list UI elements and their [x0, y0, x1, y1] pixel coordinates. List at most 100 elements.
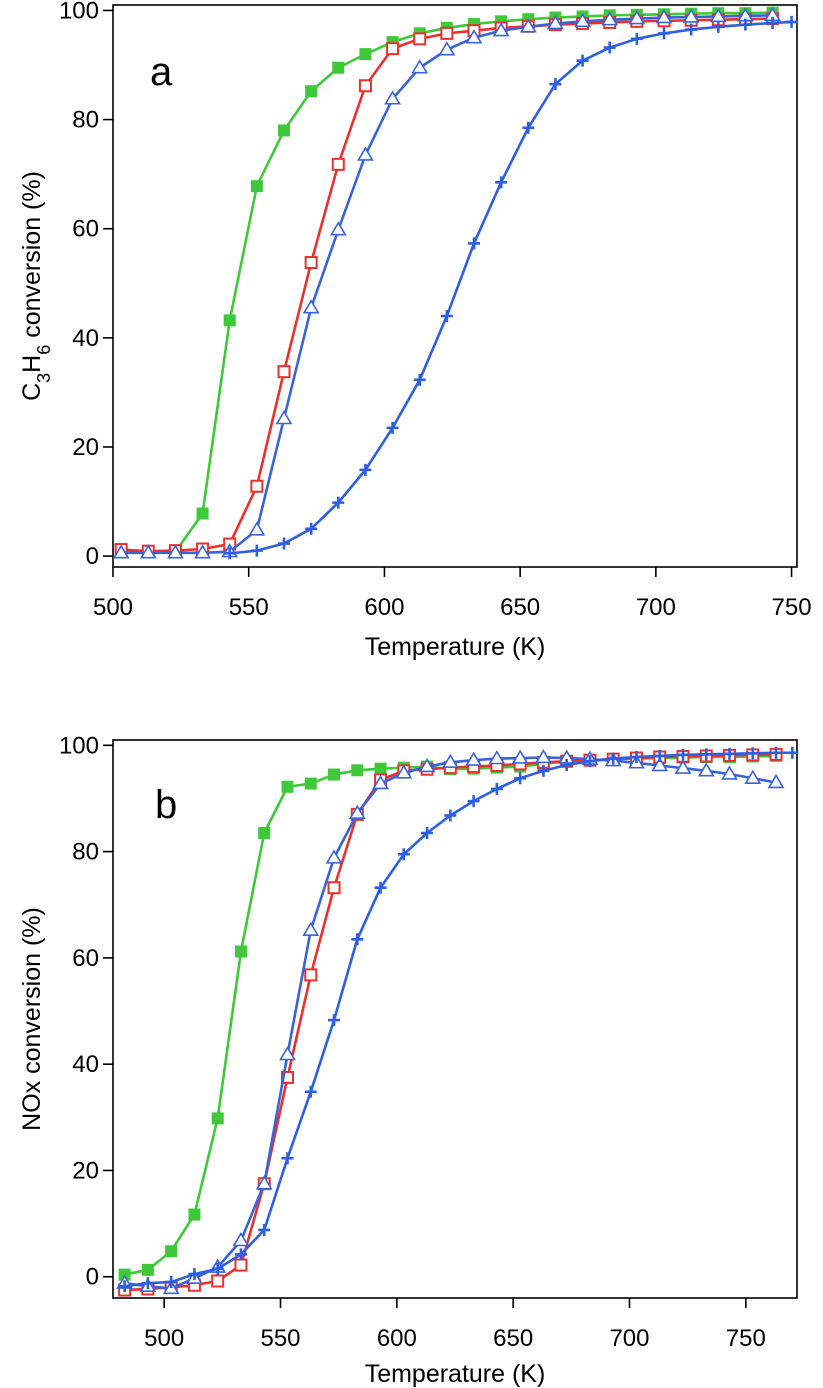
data-point — [328, 768, 341, 781]
series-line — [121, 14, 773, 555]
data-point — [165, 1245, 178, 1258]
data-point — [328, 1014, 341, 1027]
data-point — [211, 1112, 224, 1125]
series-2 — [118, 747, 783, 1297]
data-point — [767, 773, 785, 789]
data-point — [258, 1223, 271, 1236]
y-tick-label: 60 — [72, 216, 99, 243]
x-tick-label: 700 — [609, 1325, 649, 1352]
data-point — [250, 544, 263, 557]
data-point — [211, 1274, 225, 1288]
data-point — [467, 795, 480, 808]
x-tick-label: 650 — [493, 1325, 533, 1352]
x-tick-label: 500 — [144, 1325, 184, 1352]
panel-b: 500 550 600 650 700 750 0 20 40 60 80 100 Temperatur… — [18, 732, 799, 1388]
data-point — [535, 748, 552, 764]
data-point — [655, 8, 673, 24]
data-point — [304, 777, 317, 790]
data-point — [628, 10, 646, 25]
data-point — [332, 496, 345, 509]
data-point — [511, 749, 529, 764]
series-line — [121, 17, 773, 553]
y-tick-label: 20 — [72, 434, 99, 461]
data-point — [196, 507, 209, 520]
data-point — [351, 764, 364, 777]
data-point — [223, 547, 236, 560]
data-point — [188, 1268, 201, 1281]
data-point — [275, 410, 293, 425]
data-point — [440, 26, 454, 40]
data-point — [522, 121, 535, 134]
data-point — [630, 751, 643, 764]
data-point — [280, 1070, 294, 1084]
x-tick-label: 650 — [500, 594, 540, 621]
data-point — [139, 544, 157, 559]
data-point — [250, 479, 264, 493]
data-point — [682, 8, 700, 23]
data-point — [234, 1248, 247, 1261]
data-point — [421, 827, 434, 839]
data-point — [278, 537, 290, 550]
data-point — [327, 881, 341, 895]
data-point — [492, 22, 510, 37]
data-point — [465, 29, 483, 44]
data-point — [279, 1046, 296, 1061]
data-point — [583, 755, 596, 768]
data-point — [281, 780, 294, 793]
data-point — [141, 1277, 154, 1290]
data-point — [359, 48, 372, 61]
data-point — [677, 748, 689, 761]
x-tick-label: 550 — [229, 594, 269, 621]
data-point — [739, 18, 752, 31]
data-point — [685, 23, 698, 36]
x-tick-label: 500 — [93, 594, 133, 621]
y-axis-title: NOx conversion (%) — [18, 907, 46, 1131]
data-point — [302, 299, 320, 314]
panel-letter: a — [150, 50, 173, 94]
data-point — [165, 1276, 178, 1289]
series-line — [124, 754, 777, 1276]
series-line — [121, 11, 773, 554]
data-point — [329, 221, 347, 236]
data-point — [305, 522, 318, 535]
y-tick-label: 100 — [59, 0, 99, 24]
data-point — [495, 176, 508, 189]
data-point — [374, 762, 387, 775]
data-point — [418, 757, 436, 773]
data-point — [386, 42, 400, 56]
data-point — [232, 1232, 250, 1247]
data-point — [386, 421, 399, 434]
data-point — [112, 544, 130, 559]
data-point — [234, 1258, 248, 1272]
panel-a: 500 550 600 650 700 750 0 20 40 60 80 100 Temperatur… — [18, 0, 812, 661]
series-line — [229, 20, 792, 555]
data-point — [746, 747, 759, 760]
y-tick-label: 0 — [86, 1264, 99, 1291]
data-point — [413, 373, 426, 386]
x-tick-label: 600 — [377, 1325, 417, 1352]
data-point — [372, 774, 389, 790]
x-axis-title: Temperature (K) — [365, 1360, 546, 1388]
data-point — [712, 20, 725, 33]
series-2 — [114, 12, 780, 558]
series-line — [124, 751, 793, 1288]
data-point — [194, 544, 211, 559]
data-point — [723, 747, 736, 760]
series-line — [124, 756, 777, 1290]
data-point — [766, 17, 779, 30]
data-point — [167, 544, 184, 559]
data-point — [248, 521, 266, 536]
data-point — [607, 752, 620, 765]
data-point — [250, 180, 263, 193]
y-tick-label: 20 — [72, 1157, 99, 1184]
plot-frame — [112, 4, 798, 568]
data-point — [374, 881, 387, 894]
data-point — [304, 1085, 317, 1098]
data-point — [468, 237, 480, 250]
data-point — [331, 157, 345, 171]
data-point — [281, 1152, 294, 1165]
data-point — [630, 32, 643, 45]
data-point — [770, 746, 783, 759]
data-point — [514, 772, 527, 785]
data-point — [465, 751, 483, 766]
